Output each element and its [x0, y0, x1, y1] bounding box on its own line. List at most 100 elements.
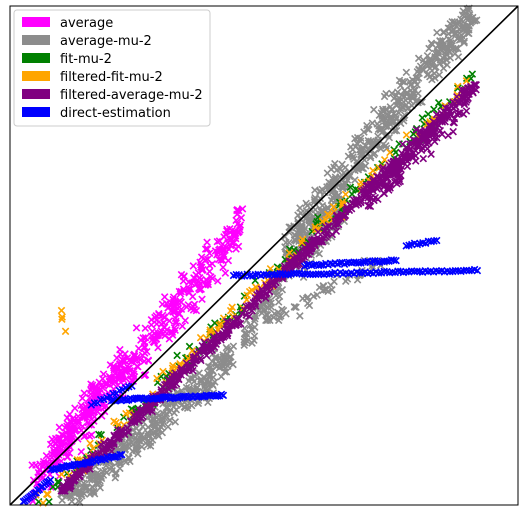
point-0	[150, 336, 159, 345]
point-1	[436, 59, 444, 68]
legend-label-4: filtered-average-mu-2	[60, 88, 203, 103]
legend-swatch-4	[22, 89, 50, 99]
point-4	[100, 445, 109, 453]
point-1	[366, 152, 375, 160]
point-1	[151, 418, 160, 427]
legend-swatch-2	[22, 53, 50, 63]
point-1	[340, 179, 348, 187]
point-1	[353, 139, 361, 148]
point-0	[201, 256, 210, 264]
point-4	[363, 191, 372, 199]
point-4	[438, 130, 446, 139]
point-4	[269, 281, 277, 290]
point-2	[120, 413, 128, 421]
point-0	[160, 323, 169, 332]
point-0	[141, 371, 150, 379]
point-4	[422, 140, 431, 148]
point-0	[68, 437, 76, 445]
point-5	[465, 266, 473, 275]
point-4	[334, 212, 342, 221]
point-4	[380, 182, 389, 191]
point-4	[157, 385, 165, 394]
point-0	[116, 345, 124, 354]
point-3	[58, 315, 66, 323]
point-1	[380, 92, 389, 101]
point-4	[468, 87, 477, 96]
point-4	[446, 111, 455, 119]
point-0	[90, 417, 98, 425]
point-1	[458, 35, 467, 43]
point-1	[400, 111, 409, 119]
point-1	[428, 40, 437, 49]
point-0	[197, 276, 205, 284]
point-0	[78, 394, 87, 403]
point-1	[150, 421, 159, 429]
point-1	[356, 134, 365, 142]
point-1	[292, 303, 300, 312]
point-5	[276, 269, 284, 278]
point-4	[389, 162, 398, 171]
point-4	[403, 162, 412, 171]
point-1	[341, 163, 350, 172]
point-1	[247, 325, 256, 333]
point-1	[285, 238, 293, 247]
point-0	[92, 382, 100, 391]
point-2	[430, 105, 438, 114]
point-0	[165, 317, 174, 325]
point-0	[66, 417, 75, 425]
legend-label-1: average-mu-2	[60, 34, 152, 49]
point-3	[357, 178, 365, 187]
point-5	[432, 236, 441, 245]
point-1	[323, 169, 332, 177]
point-0	[130, 367, 138, 376]
point-4	[405, 146, 414, 154]
point-1	[349, 153, 357, 161]
point-4	[459, 110, 468, 118]
point-3	[43, 490, 52, 499]
point-0	[180, 287, 188, 295]
point-0	[39, 460, 48, 468]
point-0	[58, 438, 66, 447]
point-4	[232, 315, 241, 324]
point-0	[160, 313, 169, 322]
point-5	[162, 393, 171, 401]
point-3	[341, 190, 350, 199]
point-1	[455, 18, 464, 26]
point-2	[346, 183, 355, 191]
point-0	[219, 263, 227, 272]
point-4	[71, 476, 79, 484]
point-1	[204, 398, 212, 407]
point-3	[369, 166, 377, 175]
point-1	[400, 86, 409, 95]
point-1	[77, 490, 86, 498]
point-1	[296, 312, 304, 320]
point-5	[473, 266, 482, 275]
point-1	[396, 119, 405, 128]
point-1	[416, 62, 425, 70]
point-1	[196, 377, 205, 386]
point-1	[374, 125, 383, 133]
point-1	[145, 431, 154, 439]
point-5	[394, 267, 402, 275]
point-1	[448, 17, 456, 26]
point-0	[48, 435, 56, 444]
legend-label-3: filtered-fit-mu-2	[60, 70, 163, 85]
legend-swatch-5	[22, 107, 50, 117]
point-4	[177, 371, 185, 379]
point-1	[203, 369, 212, 377]
plot-frame	[9, 5, 519, 506]
point-1	[274, 298, 283, 306]
point-1	[290, 303, 299, 311]
point-4	[324, 222, 333, 230]
point-4	[306, 247, 315, 255]
point-4	[238, 309, 246, 318]
point-4	[193, 356, 201, 364]
point-0	[110, 365, 118, 374]
legend: average average-mu-2 fit-mu-2 filtered-fit-…	[13, 9, 211, 127]
point-4	[471, 81, 479, 89]
point-0	[223, 225, 231, 234]
point-4	[221, 331, 229, 340]
point-1	[433, 28, 441, 37]
point-0	[105, 372, 114, 381]
